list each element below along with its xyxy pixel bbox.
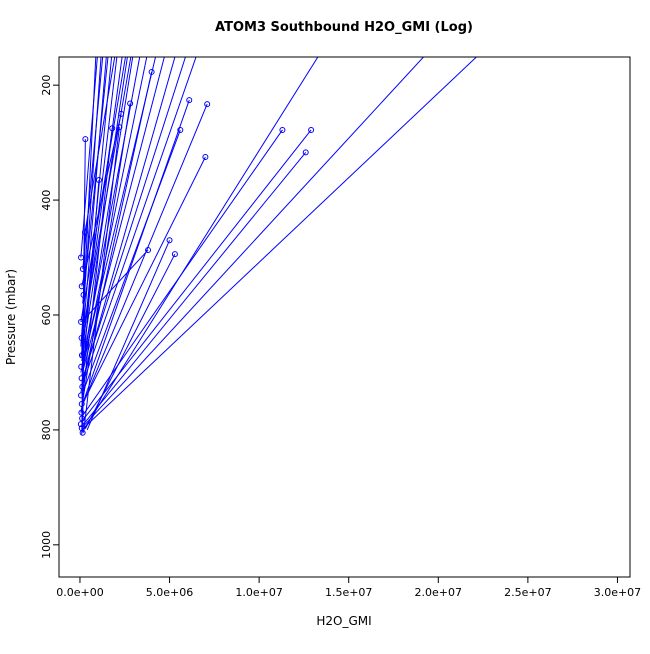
- x-tick-label: 5.0e+06: [146, 586, 193, 599]
- data-point: [109, 125, 116, 132]
- profile-line: [83, 152, 307, 425]
- data-point: [204, 101, 211, 108]
- y-tick-label: 400: [40, 190, 53, 211]
- data-point: [202, 153, 209, 160]
- data-point: [78, 363, 85, 370]
- profile-line: [84, 57, 116, 233]
- profile-line: [82, 57, 148, 370]
- data-point: [95, 176, 102, 183]
- y-tick-label: 600: [40, 304, 53, 325]
- data-point: [77, 421, 84, 428]
- data-point: [308, 126, 315, 133]
- axes: 0.0e+00 5.0e+06 1.0e+07 1.5e+07 2.0e+07 2.5e+…: [40, 75, 641, 599]
- data-point: [177, 126, 184, 133]
- data-point: [127, 100, 134, 107]
- profile-line: [83, 57, 176, 379]
- data-point: [78, 318, 85, 325]
- y-axis-label: Pressure (mbar): [4, 269, 18, 365]
- data-point: [166, 237, 173, 244]
- profile-line: [81, 57, 186, 382]
- profile-line: [84, 253, 176, 429]
- x-axis-label: H2O_GMI: [316, 614, 371, 628]
- chart-title: ATOM3 Southbound H2O_GMI (Log): [215, 20, 473, 35]
- data-point: [79, 266, 86, 273]
- data-point: [145, 247, 152, 254]
- x-tick-label: 1.0e+07: [235, 586, 282, 599]
- x-tick-label: 2.5e+07: [504, 586, 551, 599]
- data-point: [80, 291, 87, 298]
- profile-line: [81, 57, 132, 339]
- data-point: [79, 415, 86, 422]
- data-point: [78, 392, 85, 399]
- data-point: [78, 254, 85, 261]
- data-point: [78, 352, 85, 359]
- data-point: [116, 124, 123, 131]
- data-point: [186, 97, 193, 104]
- data-point: [78, 334, 85, 341]
- data-point: [171, 251, 178, 258]
- data-point: [78, 425, 85, 432]
- y-tick-label: 1000: [40, 531, 53, 559]
- profile-line: [81, 249, 149, 323]
- profile-line: [81, 129, 181, 396]
- data-point: [79, 383, 86, 390]
- x-tick-label: 3.0e+07: [594, 586, 641, 599]
- profile-lines: [80, 57, 478, 435]
- data-point: [78, 401, 85, 408]
- data-point: [148, 68, 155, 75]
- profile-line: [81, 103, 208, 408]
- profile-line: [82, 232, 86, 432]
- data-point-markers: [77, 68, 315, 436]
- data-point: [118, 110, 125, 117]
- profile-line: [80, 103, 131, 413]
- x-tick-label: 1.5e+07: [325, 586, 372, 599]
- profile-line: [81, 139, 86, 435]
- data-point: [78, 375, 85, 382]
- profile-line: [82, 57, 104, 270]
- data-point: [78, 283, 85, 290]
- data-point: [81, 229, 88, 236]
- plot-border: [58, 56, 631, 578]
- y-tick-label: 800: [40, 419, 53, 440]
- profile-line: [81, 113, 122, 287]
- profile-line: [81, 57, 107, 350]
- data-point: [302, 149, 309, 156]
- profile-line: [80, 57, 98, 258]
- data-point: [78, 409, 85, 416]
- profile-line: [83, 127, 120, 433]
- x-tick-label: 0.0e+00: [56, 586, 103, 599]
- profile-line: [81, 57, 319, 434]
- profile-line: [81, 129, 312, 422]
- profile-line: [81, 57, 478, 431]
- profile-line: [82, 129, 283, 416]
- data-point: [82, 136, 89, 143]
- profile-line: [82, 57, 197, 385]
- profile-line: [83, 99, 190, 402]
- profile-line: [83, 57, 134, 364]
- profile-line: [80, 57, 126, 322]
- x-tick-label: 2.0e+07: [415, 586, 462, 599]
- profile-line: [82, 57, 425, 428]
- profile-line: [84, 156, 206, 399]
- y-tick-label: 200: [40, 75, 53, 96]
- data-point: [279, 126, 286, 133]
